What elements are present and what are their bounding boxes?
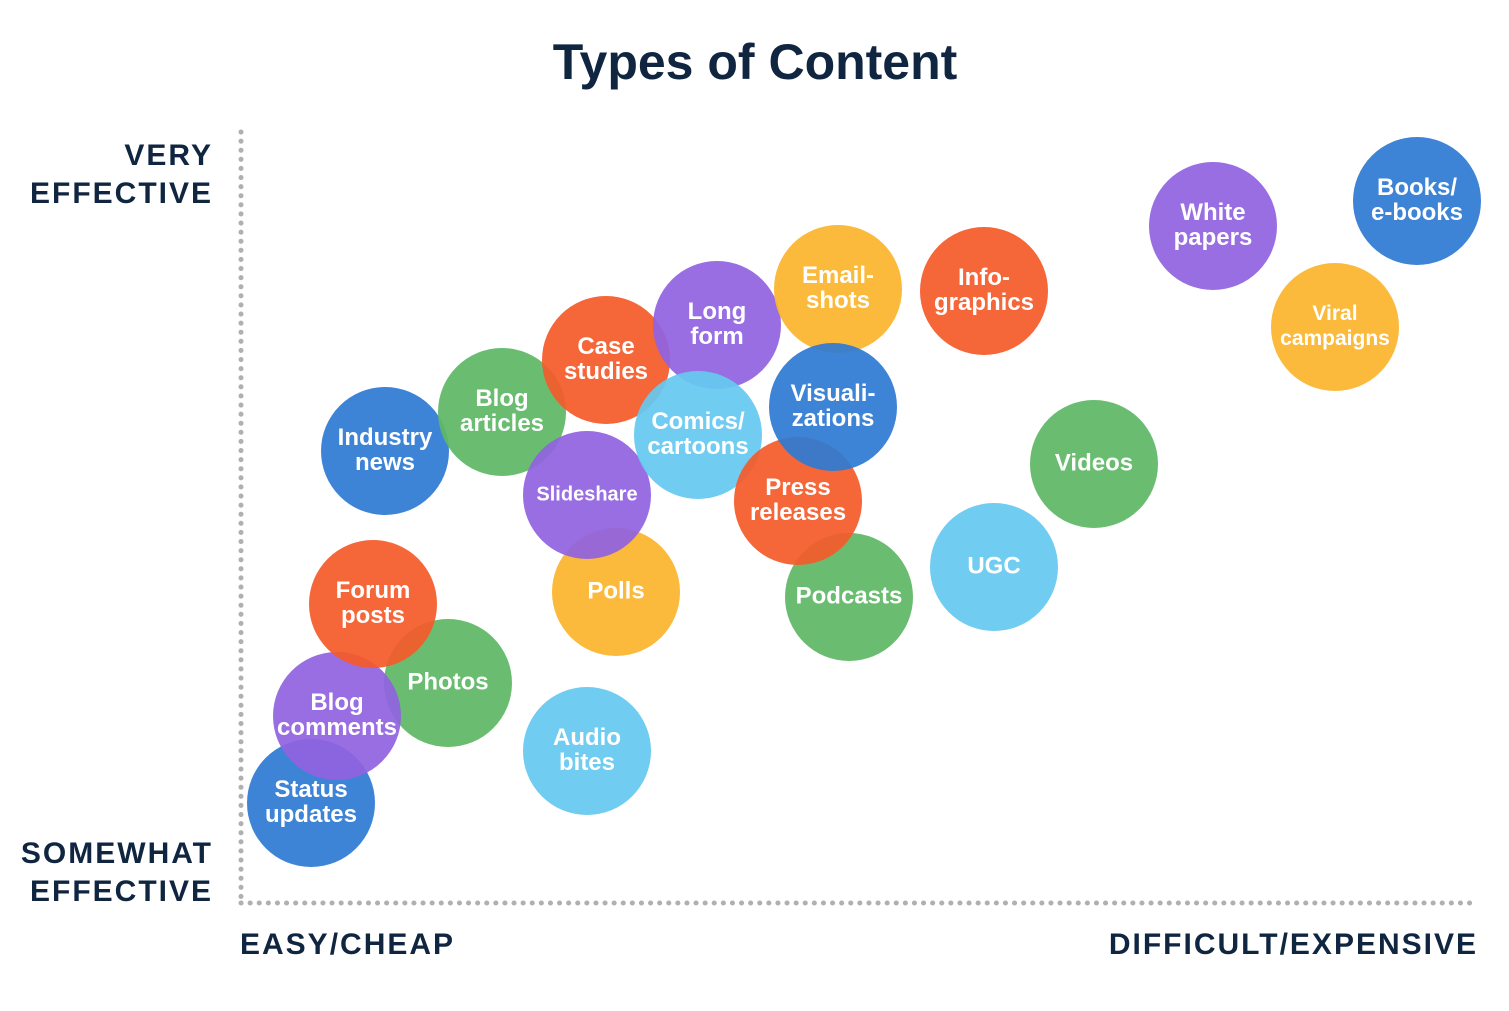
node-label: Photos xyxy=(407,668,488,695)
y-axis-bottom-label: SOMEWHAT xyxy=(21,837,213,870)
node-label: Books/ xyxy=(1377,174,1457,201)
node-label: e-books xyxy=(1371,199,1463,226)
node-label: White xyxy=(1180,199,1245,226)
node-circle xyxy=(542,296,670,424)
node-label: Blog xyxy=(475,385,528,412)
node-circle xyxy=(309,540,437,668)
title: Types of Content xyxy=(553,34,958,90)
node-label: Videos xyxy=(1055,449,1133,476)
node-circle xyxy=(1353,137,1481,265)
y-axis-top-label: VERY xyxy=(124,139,213,172)
node-label: posts xyxy=(341,602,405,629)
node-circle xyxy=(273,652,401,780)
node-circle xyxy=(523,687,651,815)
node-label: updates xyxy=(265,801,357,828)
node-label: releases xyxy=(750,499,846,526)
node-label: Slideshare xyxy=(536,483,637,505)
node-label: articles xyxy=(460,410,544,437)
node-label: bites xyxy=(559,749,615,776)
node-circle xyxy=(634,371,762,499)
node-circle xyxy=(930,503,1058,631)
node-circle xyxy=(769,343,897,471)
node-circle xyxy=(785,533,913,661)
node-label: Info- xyxy=(958,264,1010,291)
node-label: Visuali- xyxy=(791,380,876,407)
node-circle xyxy=(321,387,449,515)
x-axis-right-label: DIFFICULT/EXPENSIVE xyxy=(1109,928,1478,961)
y-axis-bottom-label: EFFECTIVE xyxy=(30,875,213,908)
node-label: Press xyxy=(765,474,830,501)
node-circle xyxy=(774,225,902,353)
node-circle xyxy=(523,431,651,559)
node-label: Long xyxy=(688,298,747,325)
node-circle xyxy=(1030,400,1158,528)
node-label: shots xyxy=(806,287,870,314)
node-label: form xyxy=(690,323,743,350)
node-label: Viral xyxy=(1312,302,1357,325)
node-label: graphics xyxy=(934,289,1034,316)
node-label: cartoons xyxy=(647,433,748,460)
node-label: papers xyxy=(1174,224,1253,251)
node-label: Status xyxy=(274,776,347,803)
node-label: Comics/ xyxy=(651,408,745,435)
node-label: Forum xyxy=(336,577,411,604)
node-label: news xyxy=(355,449,415,476)
node-label: Blog xyxy=(310,689,363,716)
node-label: zations xyxy=(792,405,875,432)
node-circle xyxy=(552,528,680,656)
node-label: studies xyxy=(564,358,648,385)
node-label: Audio xyxy=(553,724,621,751)
node-label: campaigns xyxy=(1280,327,1390,350)
node-label: comments xyxy=(277,714,397,741)
y-axis-top-label: EFFECTIVE xyxy=(30,177,213,210)
node-label: Industry xyxy=(338,424,433,451)
node-circle xyxy=(920,227,1048,355)
node-label: Case xyxy=(577,333,634,360)
node-label: Email- xyxy=(802,262,874,289)
node-circle xyxy=(653,261,781,389)
node-circle xyxy=(1271,263,1399,391)
node-circle xyxy=(1149,162,1277,290)
x-axis-left-label: EASY/CHEAP xyxy=(240,928,455,961)
node-label: UGC xyxy=(967,552,1020,579)
node-circle xyxy=(438,348,566,476)
node-label: Podcasts xyxy=(796,582,903,609)
node-label: Polls xyxy=(587,577,644,604)
